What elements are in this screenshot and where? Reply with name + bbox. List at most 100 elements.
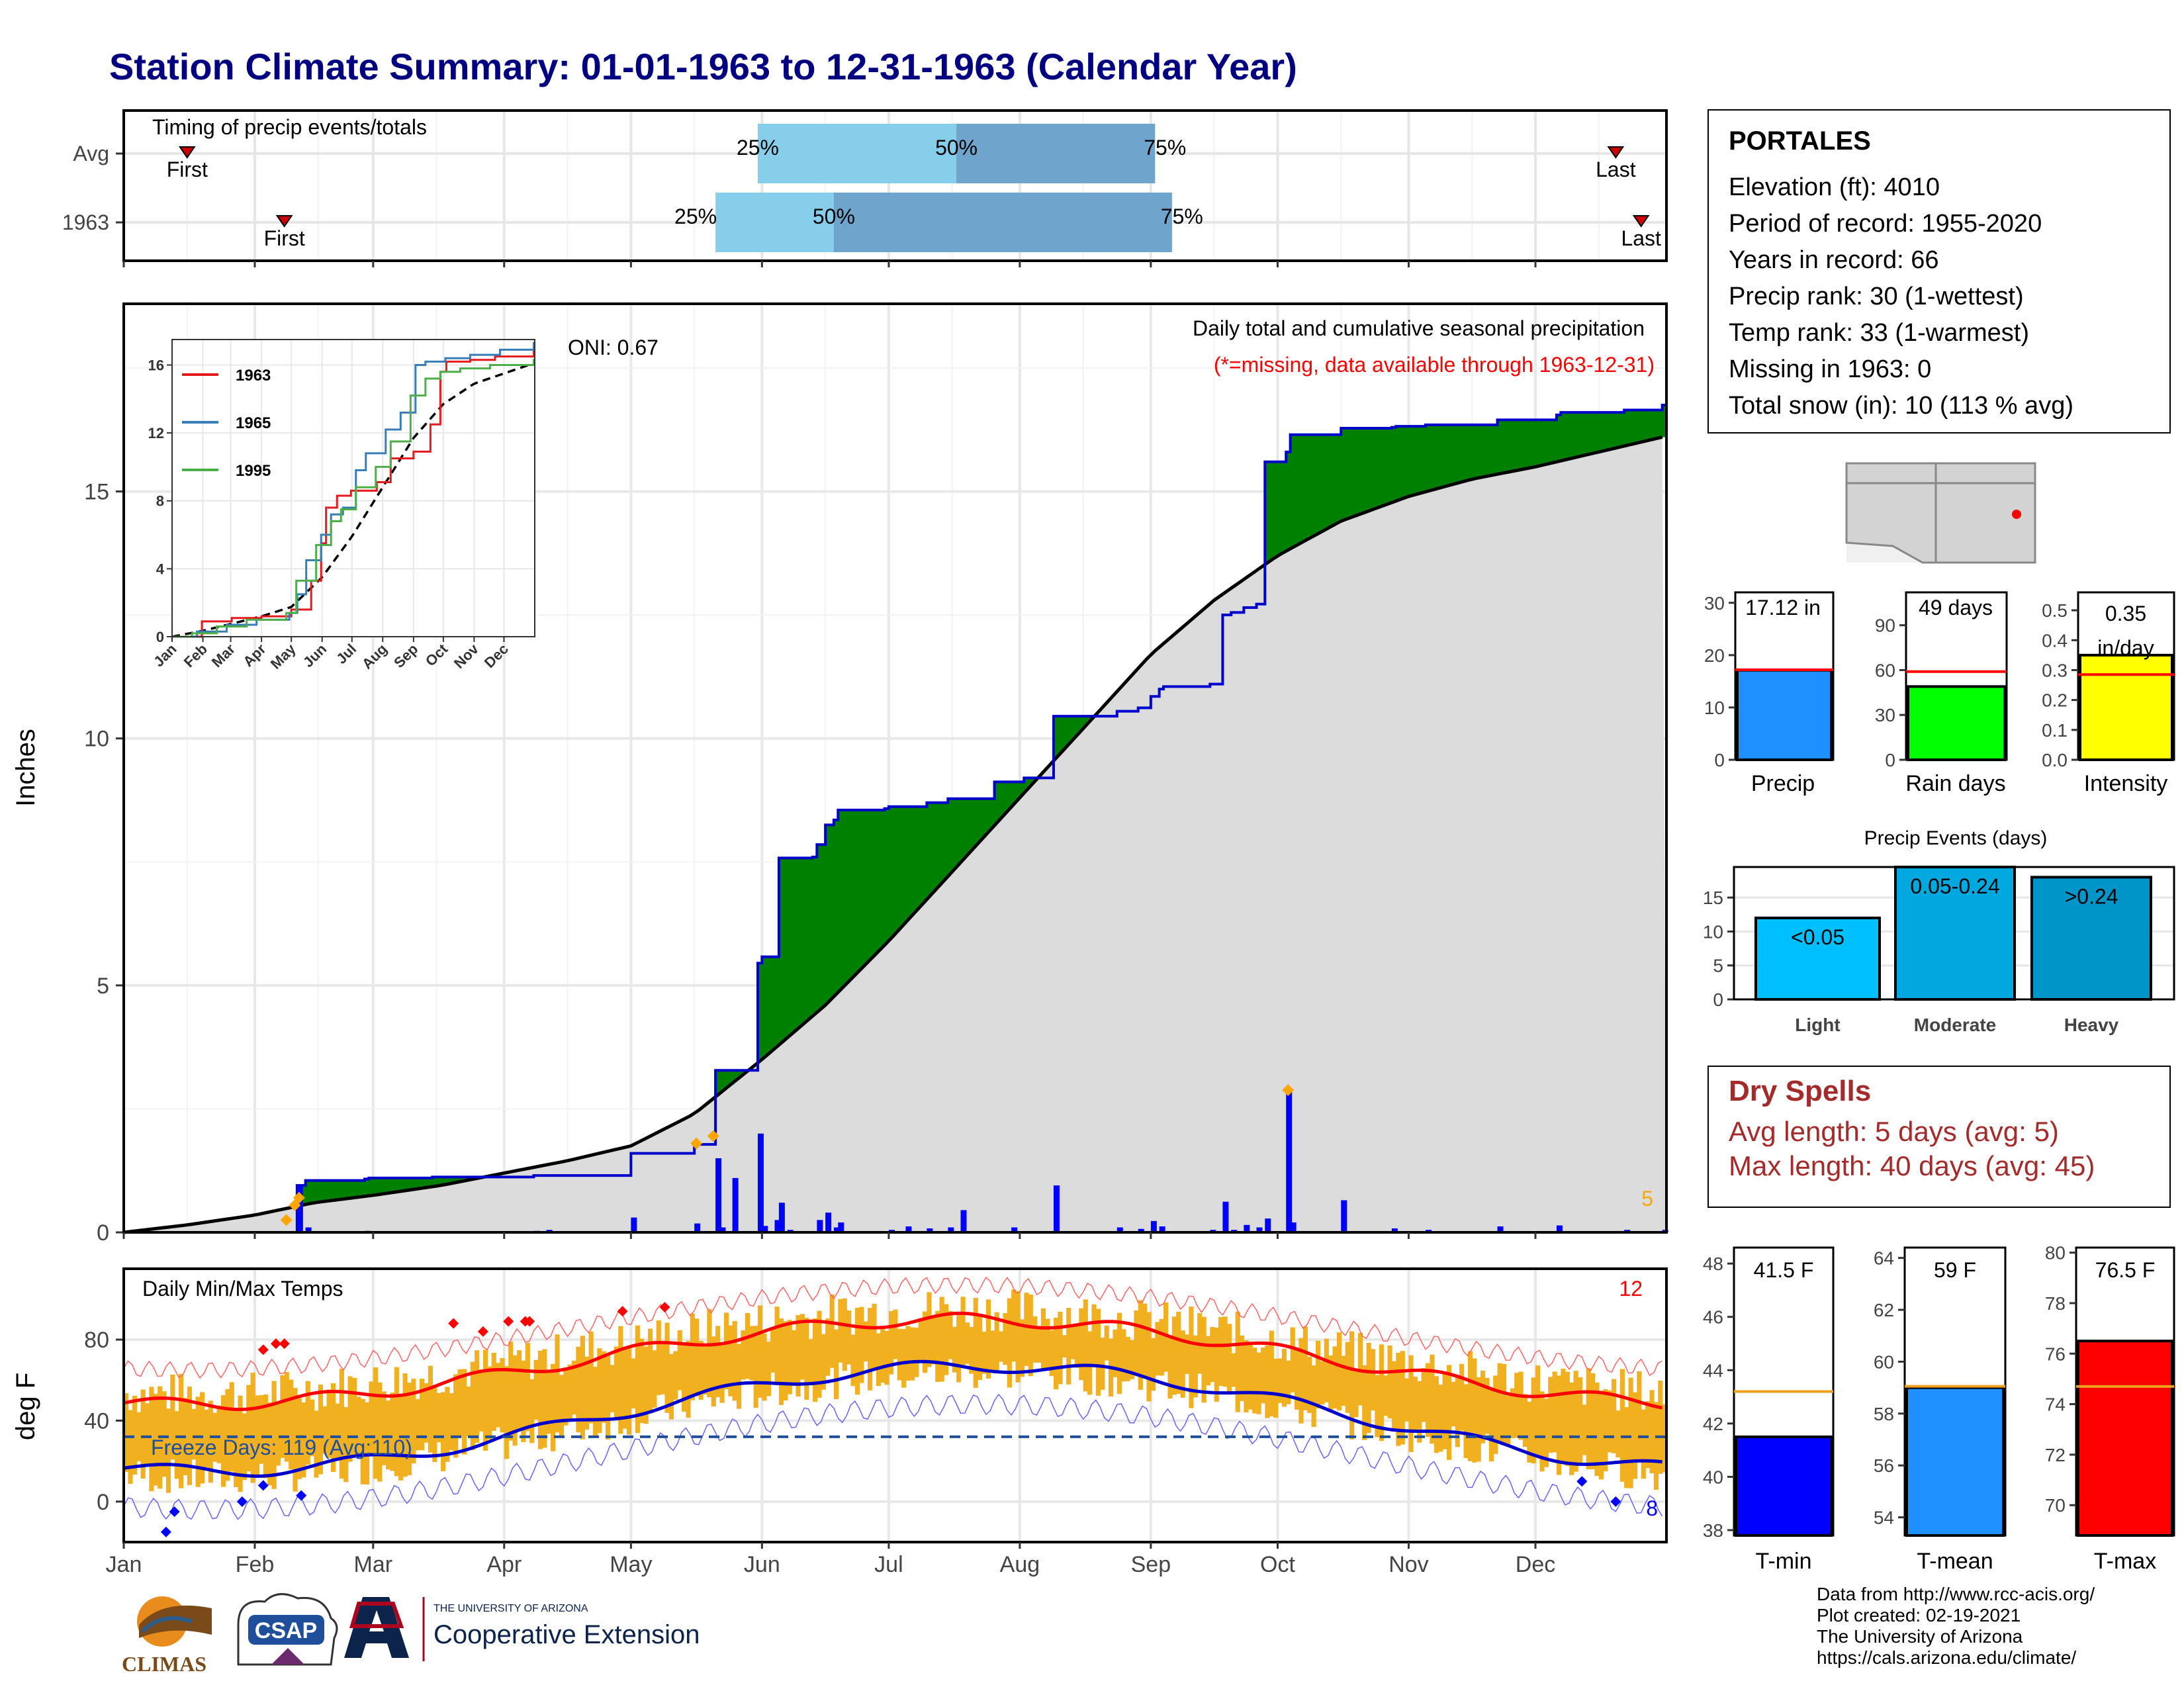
month-label: Jan (106, 1552, 142, 1577)
month-label: Jun (744, 1552, 780, 1577)
daily-temp-bar (508, 1342, 513, 1440)
daily-temp-bar (1624, 1407, 1629, 1488)
ua-big-text: Cooperative Extension (433, 1620, 700, 1649)
rain-days-label: 49 days (1919, 596, 1993, 619)
daily-temp-bar (834, 1330, 839, 1399)
daily-temp-bar (737, 1344, 741, 1408)
daily-temp-bar (1345, 1342, 1350, 1413)
precip-departure-shade (1312, 435, 1316, 537)
month-label: Aug (1000, 1552, 1040, 1577)
precip-departure-shade (1375, 428, 1379, 509)
month-label: Feb (236, 1552, 275, 1577)
precip-departure-shade (825, 825, 830, 1005)
temp-summary-bar (2078, 1341, 2172, 1535)
precip-departure-shade (1426, 425, 1430, 492)
daily-temp-bar (551, 1364, 555, 1451)
precip-departure-shade (927, 803, 931, 899)
daily-temp-bar (1502, 1364, 1506, 1445)
precip-departure-shade (846, 810, 851, 983)
daily-temp-bar (664, 1323, 669, 1413)
daily-temp-bar (1282, 1349, 1287, 1407)
daily-temp-bar (872, 1304, 876, 1369)
daily-temp-bar (639, 1339, 644, 1423)
precip-departure-shade (1514, 420, 1519, 471)
summary-ytick-label: 30 (1875, 705, 1895, 725)
precip-departure-shade (1553, 420, 1557, 463)
precip-missing-note: (*=missing, data available through 1963-… (1214, 353, 1655, 377)
daily-temp-bar (593, 1367, 598, 1437)
daily-precip-bar (1265, 1218, 1271, 1232)
daily-temp-bar (1413, 1377, 1418, 1430)
inset-bg (172, 340, 535, 637)
daily-temp-bar (606, 1353, 610, 1440)
daily-temp-bar (809, 1339, 813, 1385)
daily-temp-bar (1637, 1371, 1641, 1463)
precip-departure-shade (940, 803, 944, 886)
daily-temp-bar (136, 1412, 141, 1461)
daily-temp-bar (1172, 1316, 1177, 1394)
timing-label-75: 75% (1161, 205, 1203, 228)
daily-temp-bar (1341, 1356, 1345, 1406)
dry-spells-title: Dry Spells (1729, 1075, 2150, 1108)
timing-heading: Timing of precip events/totals (152, 115, 427, 139)
daily-temp-bar (1582, 1404, 1586, 1455)
page-title: Station Climate Summary: 01-01-1963 to 1… (109, 45, 1297, 88)
daily-temp-bar (1214, 1328, 1219, 1402)
precip-departure-shade (322, 1181, 327, 1202)
precip-departure-shade (817, 845, 821, 1012)
daily-precip-bar (960, 1210, 966, 1232)
precip-departure-shade (1392, 428, 1396, 503)
daily-temp-bar (774, 1306, 779, 1385)
daily-precip-bar (1151, 1221, 1157, 1232)
precip-departure-shade (1658, 410, 1662, 438)
daily-temp-bar (1654, 1402, 1659, 1489)
daily-temp-bar (1459, 1364, 1464, 1431)
precip-departure-shade (935, 803, 940, 890)
daily-temp-bar (1349, 1332, 1354, 1440)
precip-departure-shade (1649, 410, 1654, 440)
inset-ytick-label: 0 (156, 629, 164, 645)
precip-departure-shade (910, 807, 915, 918)
daily-temp-bar (1134, 1310, 1138, 1375)
precip-departure-shade (952, 799, 957, 872)
daily-temp-bar (754, 1326, 758, 1408)
precip-departure-shade (331, 1181, 336, 1201)
climas-logo: CLIMAS (122, 1596, 212, 1676)
daily-temp-bar (1480, 1371, 1485, 1443)
daily-temp-bar (1231, 1353, 1236, 1387)
daily-precip-bar (694, 1224, 700, 1232)
freeze-days-label: Freeze Days: 119 (Avg:110) (151, 1436, 412, 1459)
daily-temp-bar (1438, 1385, 1443, 1451)
dry-spells-box: Dry Spells Avg length: 5 days (avg: 5) M… (1707, 1066, 2171, 1208)
precip-departure-shade (965, 799, 970, 858)
temp-summary-ytick-label: 70 (2045, 1495, 2066, 1516)
daily-temp-bar (394, 1367, 399, 1477)
summary-ytick-label: 20 (1704, 645, 1725, 666)
events-title: Precip Events (days) (1864, 827, 2048, 849)
month-label: Jul (874, 1552, 903, 1577)
precip-departure-shade (919, 807, 923, 909)
station-elevation: Elevation (ft): 4010 (1729, 169, 2150, 206)
daily-temp-bar (563, 1367, 568, 1426)
precip-departure-shade (1353, 428, 1358, 516)
daily-temp-bar (1041, 1308, 1046, 1371)
precip-departure-shade (1531, 420, 1536, 467)
daily-temp-bar (1434, 1376, 1439, 1453)
precip-departure-shade (889, 807, 893, 941)
daily-temp-bar (880, 1328, 885, 1383)
precip-departure-shade (1637, 410, 1641, 443)
daily-temp-bar (1586, 1368, 1591, 1469)
temp-summary-ytick-label: 64 (1874, 1248, 1894, 1269)
daily-temp-bar (462, 1369, 467, 1455)
daily-temp-bar (437, 1393, 441, 1442)
precip-ytick-label: 0 (97, 1220, 109, 1246)
temp-summary-ytick-label: 38 (1703, 1520, 1723, 1541)
precip-departure-shade (1345, 428, 1350, 520)
csap-text: CSAP (255, 1618, 317, 1643)
daily-temp-bar (770, 1328, 775, 1372)
precip-departure-shade (1349, 428, 1354, 518)
daily-temp-bar (1176, 1312, 1181, 1394)
daily-temp-bar (1316, 1341, 1320, 1408)
timing-bar-dark (956, 124, 1155, 183)
daily-temp-bar (855, 1308, 860, 1394)
